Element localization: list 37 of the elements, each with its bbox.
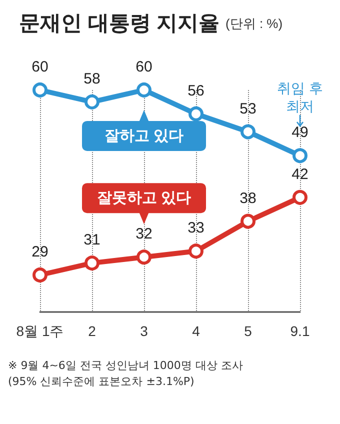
data-label: 32 bbox=[136, 226, 152, 243]
point bbox=[136, 82, 152, 98]
point bbox=[32, 82, 48, 98]
point bbox=[240, 214, 256, 229]
point bbox=[84, 256, 100, 271]
x-tick-label: 9.1 bbox=[290, 323, 310, 339]
point bbox=[188, 106, 204, 122]
data-label: 29 bbox=[32, 244, 48, 260]
text: ※ 9월 4~6일 전국 성인남녀 1000명 대상 조사 bbox=[8, 358, 243, 374]
data-label: 53 bbox=[240, 100, 256, 118]
data-label: 49 bbox=[292, 124, 308, 142]
chart-title: 문재인 대통령 지지율 bbox=[19, 12, 226, 35]
point bbox=[188, 244, 204, 259]
x-tick-label: 5 bbox=[244, 323, 252, 339]
data-label: 60 bbox=[136, 58, 152, 76]
data-label: 31 bbox=[84, 232, 100, 249]
x-tick-label: 2 bbox=[88, 323, 96, 339]
data-label: 56 bbox=[188, 82, 204, 100]
data-label: 58 bbox=[84, 70, 100, 88]
point bbox=[84, 94, 100, 110]
data-label: 60 bbox=[32, 58, 48, 76]
point bbox=[136, 250, 152, 265]
text: (95% 신뢰수준에 표본오차 ±3.1%P) bbox=[8, 374, 196, 390]
text: 잘못하고 있다 bbox=[96, 190, 192, 207]
data-label: 42 bbox=[292, 166, 308, 183]
x-tick-label: 4 bbox=[192, 323, 200, 339]
data-label: 33 bbox=[188, 220, 204, 237]
point bbox=[240, 124, 256, 140]
annotation: 취임 후 최저 bbox=[276, 80, 324, 116]
x-tick-label: 3 bbox=[140, 323, 148, 339]
legend-label: 잘하고 있다 bbox=[104, 127, 184, 144]
point bbox=[32, 268, 48, 282]
chart-subtitle: (단위 : %) bbox=[226, 16, 283, 31]
data-label: 38 bbox=[240, 190, 256, 207]
point bbox=[292, 190, 308, 205]
x-tick-label: 8월 1주 bbox=[16, 323, 64, 339]
point bbox=[292, 148, 308, 164]
